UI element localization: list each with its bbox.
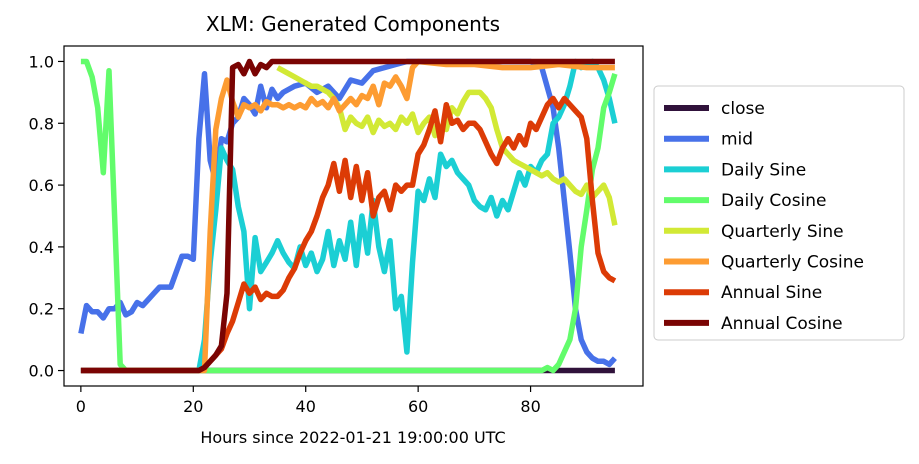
series-layer — [78, 58, 618, 374]
x-tick-label: 0 — [76, 397, 86, 416]
y-tick-label: 0.6 — [29, 176, 54, 195]
chart-title: XLM: Generated Components — [206, 12, 500, 36]
legend-label: mid — [721, 130, 753, 150]
series-line-annual-cosine — [80, 58, 615, 374]
x-tick-label: 80 — [520, 397, 540, 416]
legend-frame — [653, 85, 905, 341]
y-tick-label: 0.0 — [29, 362, 54, 381]
legend-label: Quarterly Cosine — [721, 253, 864, 273]
legend-label: Daily Sine — [721, 160, 806, 180]
legend: close mid Daily Sine Daily Cosine Quarterly … — [653, 85, 905, 341]
legend-label: Annual Sine — [721, 283, 822, 303]
y-tick-label: 1.0 — [29, 52, 54, 71]
y-tick-label: 0.8 — [29, 114, 54, 133]
x-axis: 0 20 40 60 80 — [76, 386, 541, 416]
legend-label: close — [721, 99, 765, 119]
series-line-quarterly-cosine — [198, 58, 615, 374]
legend-label: Quarterly Sine — [721, 222, 844, 242]
x-tick-label: 20 — [183, 397, 203, 416]
x-axis-label: Hours since 2022-01-21 19:00:00 UTC — [200, 428, 505, 447]
y-axis: 0.0 0.2 0.4 0.6 0.8 1.0 — [29, 52, 64, 381]
x-tick-label: 60 — [408, 397, 428, 416]
legend-label: Daily Cosine — [721, 191, 827, 211]
legend-label: Annual Cosine — [721, 314, 843, 334]
series-line-daily-cosine — [80, 58, 618, 374]
y-tick-label: 0.4 — [29, 238, 54, 257]
series-line-mid — [78, 58, 617, 368]
series-line-annual-sine — [80, 95, 617, 374]
plot-frame — [63, 45, 644, 387]
series-line-daily-sine — [80, 58, 618, 374]
y-tick-label: 0.2 — [29, 300, 54, 319]
x-tick-label: 40 — [296, 397, 316, 416]
